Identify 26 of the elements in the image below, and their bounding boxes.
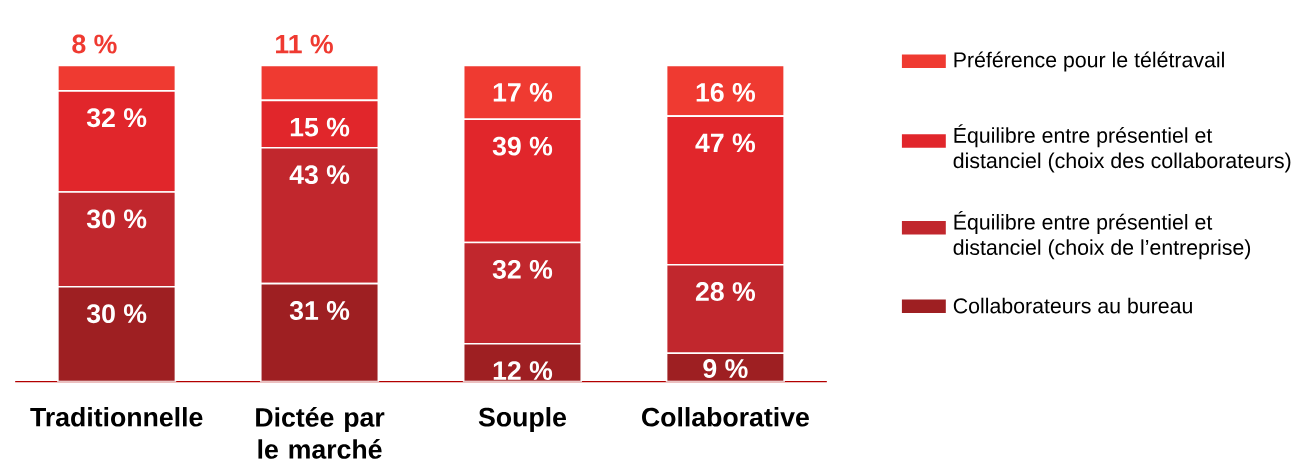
legend-label: Équilibre entre présentiel et distanciel (choix des collaborateurs) [953, 124, 1291, 173]
data-label: 31 % [289, 301, 350, 321]
data-label: 43 % [289, 165, 350, 185]
data-label: 16 % [696, 83, 756, 103]
data-label: 28 % [695, 282, 756, 302]
data-label: 11 % [276, 34, 333, 54]
data-label: 15 % [290, 117, 350, 137]
data-label: 30 % [86, 304, 147, 324]
data-label: 9 % [703, 359, 748, 379]
data-label: 12 % [493, 361, 553, 381]
x-tick-label: Souple [478, 407, 567, 433]
data-label: 8 % [72, 34, 117, 54]
bar [57, 286, 177, 382]
data-label: 30 % [86, 209, 147, 229]
data-label: 39 % [492, 136, 553, 156]
x-tick-label: Collaborative [642, 407, 809, 427]
bar [259, 283, 380, 382]
data-label: 17 % [493, 83, 553, 102]
legend-label: Collaborateurs au bureau [953, 297, 1192, 314]
data-label: 32 % [86, 108, 147, 128]
x-tick-label: Dictée par le marché [256, 407, 385, 460]
data-label: 47 % [695, 133, 756, 153]
legend-label: Équilibre entre présentiel et distanciel (choix de l’entreprise) [953, 211, 1251, 260]
data-label: 32 % [492, 260, 553, 280]
legend-label: Préférence pour le télétravail [954, 51, 1224, 72]
x-tick-label: Traditionnelle [30, 407, 203, 427]
